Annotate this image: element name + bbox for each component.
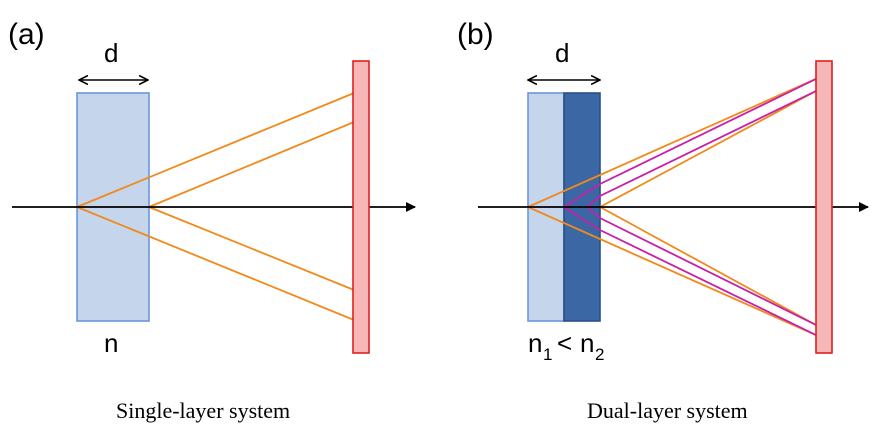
panel-b-magenta-ray-4: [586, 206, 819, 327]
panel-b-index-label: n 1 < n 2: [528, 328, 604, 364]
panel-b-magenta-ray-1: [563, 77, 819, 208]
panel-a-ray-inner-down: [76, 206, 355, 321]
panel-b-orange-rays: [527, 77, 819, 337]
panel-b-index-less-than: <: [557, 328, 572, 358]
panel-b-magenta-ray-3: [586, 89, 819, 208]
panel-a-rays: [76, 92, 355, 321]
panel-b-index-sub1: 1: [543, 345, 552, 364]
panel-b-magenta-ray-2: [563, 206, 819, 337]
panel-b-caption: Dual-layer system: [587, 398, 748, 423]
panel-a-ray-outer-down: [148, 206, 355, 291]
panel-b-magenta-rays: [563, 77, 819, 337]
panel-a-ray-outer-up: [148, 121, 355, 208]
panel-a-dimension-label: d: [104, 38, 118, 68]
panel-b-orange-ray-3: [599, 89, 819, 208]
panel-a-ray-inner-up: [76, 92, 355, 208]
panel-b-dimension-label: d: [555, 38, 569, 68]
panel-b-index-n2: n: [580, 328, 594, 358]
panel-a-screen: [352, 60, 370, 354]
panel-a-label: (a): [8, 18, 45, 51]
panel-a: (a) d n Single-layer system: [8, 18, 416, 423]
panel-b: (b) d n 1 < n 2: [457, 18, 869, 423]
panel-b-orange-ray-4: [599, 206, 819, 327]
panel-b-screen: [815, 60, 833, 354]
panel-b-index-sub2: 2: [595, 345, 604, 364]
panel-b-orange-ray-2: [527, 206, 819, 337]
panel-b-label: (b): [457, 18, 494, 51]
panel-b-orange-ray-1: [527, 77, 819, 208]
panel-a-index-label: n: [104, 328, 118, 358]
panel-a-caption: Single-layer system: [116, 398, 290, 423]
panel-b-index-n1: n: [528, 328, 542, 358]
